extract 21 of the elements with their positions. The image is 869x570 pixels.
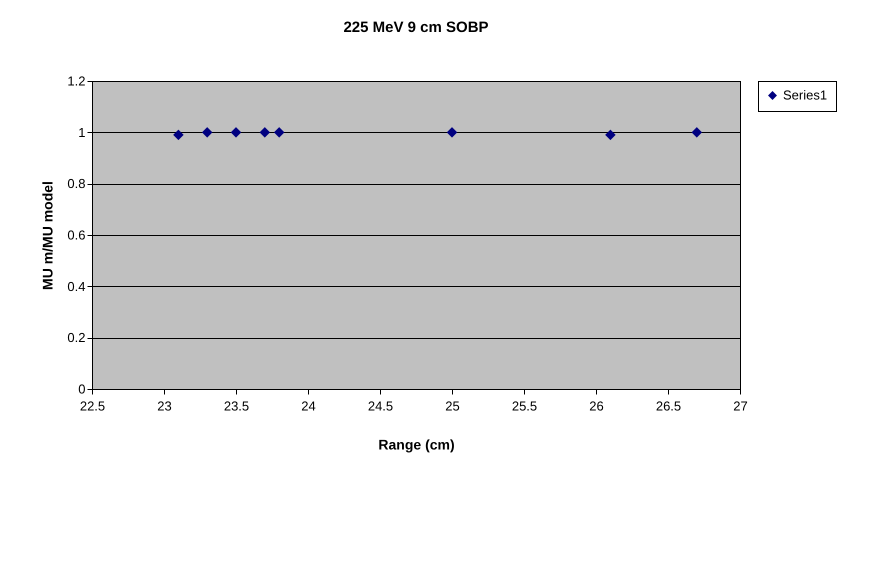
x-tick-label: 23.5 <box>224 398 250 414</box>
x-tick-label: 27 <box>733 398 748 414</box>
x-tick-label: 23 <box>157 398 172 414</box>
chart-title: 225 MeV 9 cm SOBP <box>343 19 489 36</box>
x-tick-label: 26.5 <box>656 398 682 414</box>
y-tick-label: 0 <box>78 382 86 396</box>
x-tick-label: 26 <box>589 398 604 414</box>
y-axis-title: MU m/MU model <box>39 181 56 290</box>
y-tick-label: 0.6 <box>67 228 86 242</box>
y-tick-label: 1.2 <box>67 74 86 88</box>
y-tick-label: 0.2 <box>67 330 86 346</box>
y-tick-label: 1 <box>78 124 86 140</box>
x-axis-title: Range (cm) <box>378 436 455 452</box>
x-tick-label: 25.5 <box>512 398 538 414</box>
x-tick-label: 24 <box>301 398 316 414</box>
x-tick-label: 22.5 <box>80 398 106 414</box>
x-tick-label: 24.5 <box>368 398 394 414</box>
legend-label: Series1 <box>783 88 828 102</box>
y-tick-label: 0.8 <box>67 176 86 192</box>
y-tick-label: 0.4 <box>67 278 86 294</box>
x-tick-label: 25 <box>445 398 460 414</box>
